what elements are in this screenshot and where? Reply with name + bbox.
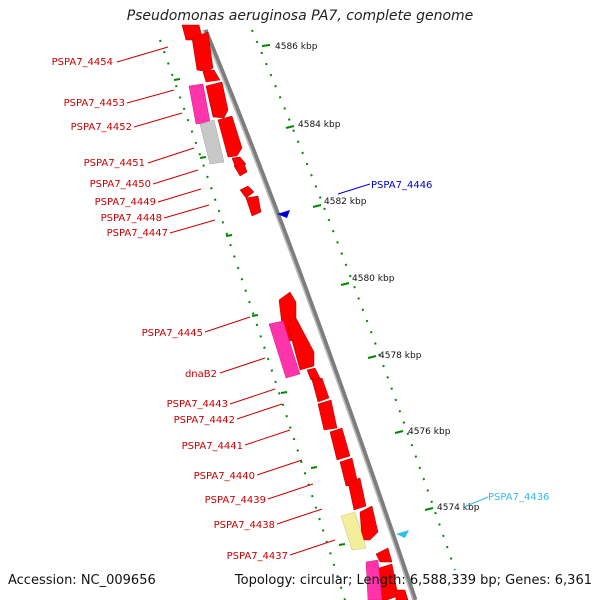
topology-summary: Topology: circular; Length: 6,588,339 bp… xyxy=(234,573,592,588)
scale-tick-label: 4574 kbp xyxy=(437,503,480,513)
leader-line-4446 xyxy=(337,183,371,195)
scale-tick-label: 4578 kbp xyxy=(379,351,422,361)
reverse-gene-marker-4436 xyxy=(396,530,409,538)
gene-label[interactable]: PSPA7_4448 xyxy=(101,213,162,224)
gene-label[interactable]: PSPA7_4450 xyxy=(90,179,151,190)
gene-label[interactable]: PSPA7_4439 xyxy=(205,495,266,506)
genome-backbone xyxy=(202,29,418,600)
scale-tick-label: 4576 kbp xyxy=(408,427,451,437)
scale-ticks: 4586 kbp 4584 kbp 4582 kbp 4580 kbp 4578… xyxy=(261,42,480,513)
gene-arrow xyxy=(317,399,338,431)
gene-arrow xyxy=(375,547,393,563)
scale-tick-label: 4586 kbp xyxy=(275,42,318,52)
map-title: Pseudomonas aeruginosa PA7, complete gen… xyxy=(126,8,474,24)
gene-pink xyxy=(365,559,383,600)
scale-tick-label: 4584 kbp xyxy=(298,120,341,130)
leader-line-4436 xyxy=(463,496,489,508)
gene-arrow xyxy=(359,505,379,541)
gene-label[interactable]: PSPA7_4443 xyxy=(167,399,228,410)
gene-label[interactable]: PSPA7_4454 xyxy=(52,57,113,68)
gene-label[interactable]: PSPA7_4437 xyxy=(227,551,288,562)
gene-label[interactable]: PSPA7_4453 xyxy=(64,98,125,109)
gene-label[interactable]: PSPA7_4442 xyxy=(174,415,235,426)
gene-label[interactable]: PSPA7_4447 xyxy=(107,228,168,239)
scale-tick-label: 4582 kbp xyxy=(324,197,367,207)
gene-pink xyxy=(268,320,301,379)
left-labels: PSPA7_4454 PSPA7_4453 PSPA7_4452 PSPA7_4… xyxy=(52,57,288,562)
left-leader-lines xyxy=(116,46,336,556)
gene-arrow xyxy=(286,317,315,371)
scale-tick-label: 4580 kbp xyxy=(352,274,395,284)
gene-arrow xyxy=(311,377,330,403)
accession-label: Accession: NC_009656 xyxy=(8,573,156,588)
gene-label[interactable]: PSPA7_4451 xyxy=(84,158,145,169)
gene-arrow xyxy=(347,477,367,511)
gene-grey xyxy=(199,119,225,165)
special-genes xyxy=(188,83,383,600)
gene-arrow xyxy=(394,589,409,600)
gene-arrow xyxy=(329,427,351,461)
gene-label[interactable]: PSPA7_4438 xyxy=(214,520,275,531)
gene-arrow xyxy=(191,31,214,73)
gene-arrow xyxy=(217,115,243,158)
gene-arrow xyxy=(306,367,321,381)
gene-label[interactable]: PSPA7_4445 xyxy=(142,328,203,339)
gene-arrow xyxy=(233,162,248,177)
gene-label[interactable]: PSPA7_4449 xyxy=(95,197,156,208)
gene-label[interactable]: PSPA7_4441 xyxy=(182,441,243,452)
gene-arrow xyxy=(202,69,221,83)
gene-label[interactable]: PSPA7_4452 xyxy=(71,122,132,133)
gene-label-right[interactable]: PSPA7_4436 xyxy=(488,492,549,503)
reverse-gene-marker-4446 xyxy=(277,210,290,218)
gene-label-right[interactable]: PSPA7_4446 xyxy=(371,180,432,191)
forward-genes xyxy=(181,24,409,600)
gene-arrow xyxy=(205,81,229,119)
inner-tick-track xyxy=(159,39,346,600)
inner-ticks xyxy=(173,78,346,546)
gene-arrow xyxy=(245,195,262,217)
gene-label[interactable]: dnaB2 xyxy=(185,369,217,380)
gene-label[interactable]: PSPA7_4440 xyxy=(194,471,255,482)
gene-yellow xyxy=(340,511,367,551)
gene-arrow xyxy=(239,185,255,199)
